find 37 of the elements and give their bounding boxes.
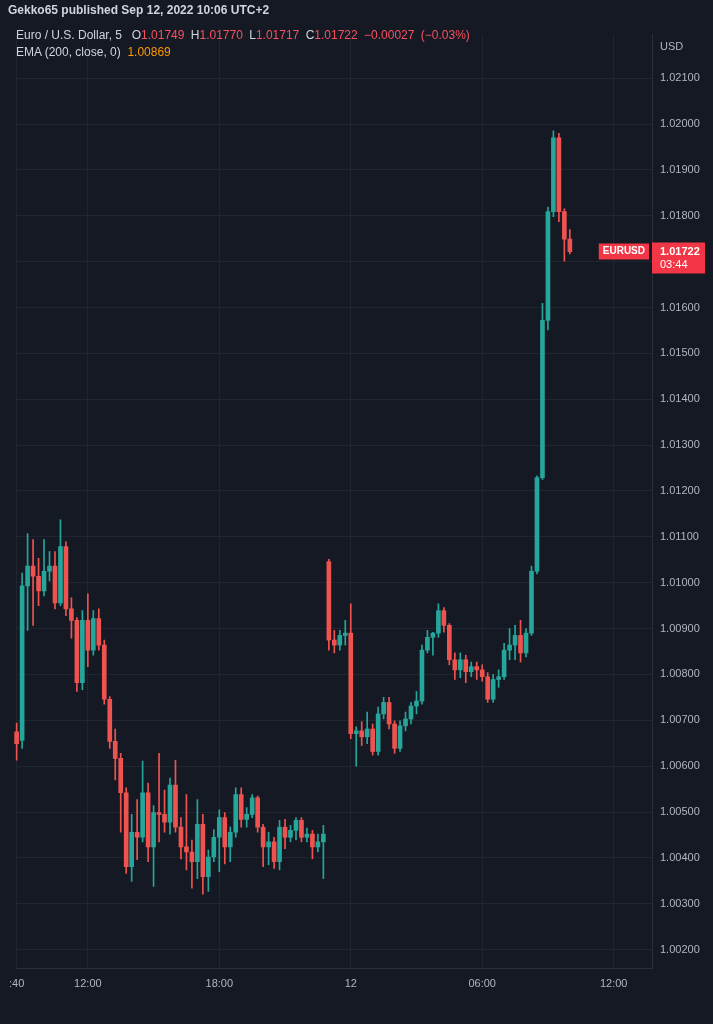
x-tick-label: 12:00: [74, 976, 102, 989]
annotation: O1.01749 H1.01770 L1.01717 C1.01722 −0.00027 (−0.03%): [131, 28, 470, 42]
candlestick: [359, 721, 365, 746]
y-tick-label: 1.01500: [660, 346, 700, 359]
y-tick-label: 1.01400: [660, 392, 700, 405]
chart-title: Euro / U.S. Dollar, 5: [16, 28, 123, 42]
y-tick-label: 1.00300: [660, 896, 700, 909]
text: Gekko65 published Sep 12, 2022 10:06 UTC+2: [8, 3, 270, 17]
y-tick-label: 1.01300: [660, 438, 700, 451]
y-tick-label: 1.01900: [660, 162, 700, 175]
annotation: EURUSD: [602, 245, 645, 257]
y-axis-title: USD: [660, 39, 684, 52]
y-tick-label: 1.00600: [660, 759, 700, 772]
y-tick-label: 1.00900: [660, 621, 700, 634]
y-tick-label: 1.00500: [660, 805, 700, 818]
candlestick: [331, 630, 337, 654]
x-tick-label: 12:00: [599, 976, 628, 989]
x-tick-label: 06:00: [468, 976, 496, 989]
y-tick-label: 1.00200: [660, 942, 700, 955]
annotation: EMA (200, close, 0) 1.00869: [16, 45, 171, 59]
y-tick-label: 1.01600: [660, 300, 700, 313]
text: 03:44: [660, 257, 688, 270]
y-tick-label: 1.01100: [660, 529, 699, 542]
y-tick-label: 1.01000: [660, 575, 700, 588]
y-tick-label: 1.00800: [660, 667, 700, 680]
text: 1.01722: [660, 244, 700, 257]
candlestick: [474, 661, 480, 680]
x-tick-label: 18:00: [205, 976, 234, 989]
y-tick-label: 1.00700: [660, 713, 700, 726]
x-tick-label: :40: [9, 976, 25, 989]
y-tick-label: 1.02100: [660, 71, 700, 84]
y-tick-label: 1.00400: [660, 850, 700, 863]
y-tick-label: 1.02000: [660, 117, 700, 130]
y-tick-label: 1.01800: [660, 208, 700, 221]
y-tick-label: 1.01200: [660, 484, 700, 497]
x-tick-label: 12: [344, 976, 357, 989]
candlestick: [353, 726, 359, 767]
